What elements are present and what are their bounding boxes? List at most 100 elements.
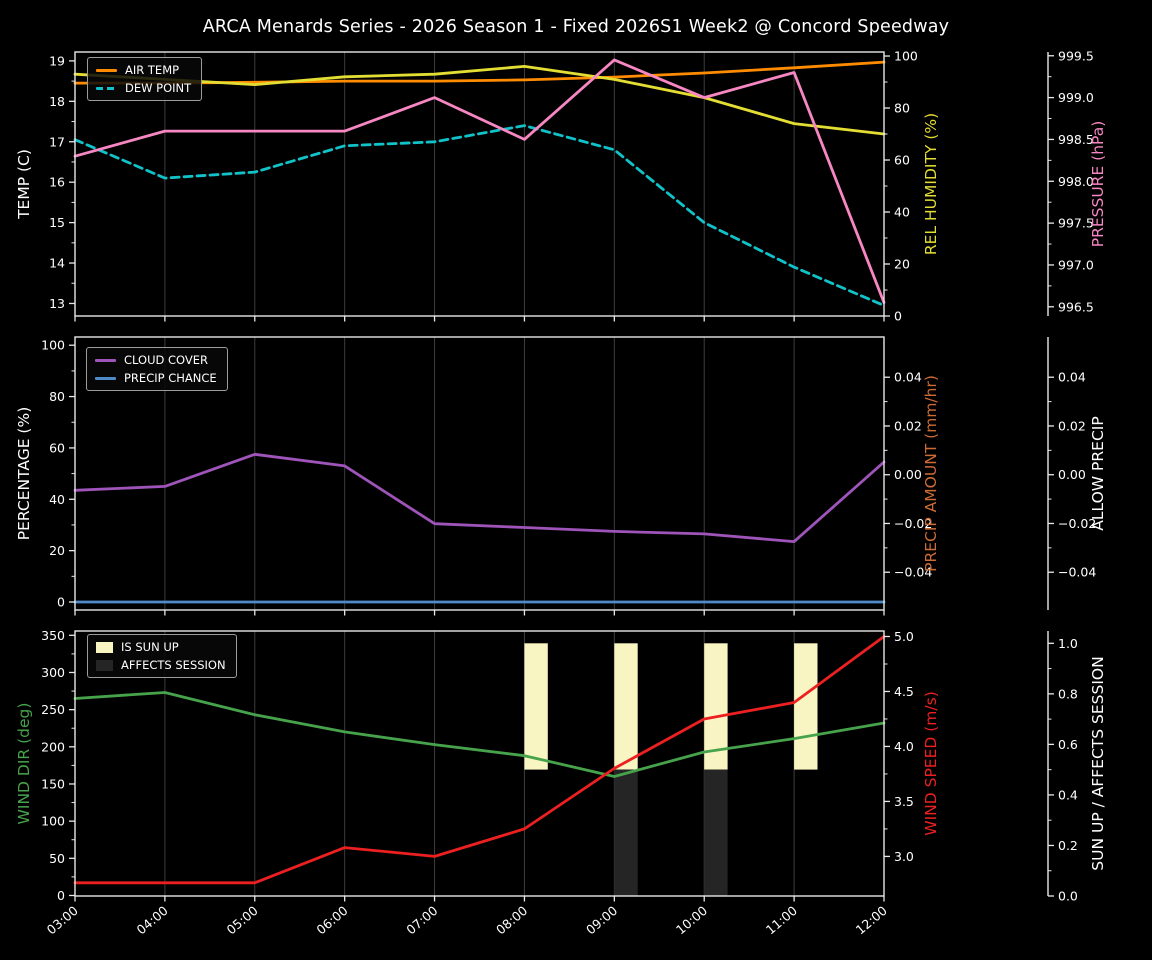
tick-label: 300 bbox=[41, 665, 65, 680]
x-tick-label: 07:00 bbox=[403, 903, 440, 938]
tick-label: 0 bbox=[894, 309, 902, 324]
tick-label: 5.0 bbox=[894, 629, 914, 644]
x-tick-label: 06:00 bbox=[313, 903, 350, 938]
plot-cloud-precip: 100 80 60 40 20 0 PERCENTAGE (%) 0.04 0.02 0.00 −0… bbox=[15, 336, 1107, 616]
tick-label: 350 bbox=[41, 628, 65, 643]
plot-temp-humidity-pressure: 19 18 17 16 15 14 13 TEMP (C) 100 80 60 40 20 0 REL HU… bbox=[15, 48, 1107, 323]
temp-c-axis-label: TEMP (C) bbox=[15, 149, 33, 220]
precip-amount-mm-hr-axis-label: PRECIP AMOUNT (mm/hr) bbox=[922, 375, 940, 572]
tick-label: 250 bbox=[41, 702, 65, 717]
tick-label: 0.00 bbox=[894, 467, 922, 482]
tick-label: 0.4 bbox=[1058, 787, 1078, 802]
tick-label: 996.5 bbox=[1058, 299, 1094, 314]
wind-speed-line bbox=[73, 635, 886, 885]
pressure-line bbox=[73, 58, 886, 305]
tick-label: 0.02 bbox=[894, 418, 922, 433]
legend-label-air-temp: AIR TEMP bbox=[125, 63, 180, 77]
legend-entry-air-temp: AIR TEMP bbox=[96, 63, 191, 77]
tick-label: 100 bbox=[41, 338, 65, 353]
tick-label: 0.04 bbox=[1058, 370, 1086, 385]
cloud-cover-line bbox=[73, 452, 886, 543]
wind-dir-deg-axis-label: WIND DIR (deg) bbox=[15, 703, 33, 825]
tick-label: −0.02 bbox=[1058, 516, 1096, 531]
tick-label: 0 bbox=[57, 888, 65, 903]
tick-label: 0.8 bbox=[1058, 686, 1078, 701]
x-tick-label: 10:00 bbox=[673, 903, 710, 938]
tick-label: 18 bbox=[49, 94, 65, 109]
affects-session-swatch bbox=[96, 659, 113, 671]
x-tick-label: 05:00 bbox=[223, 903, 260, 938]
wind-dir-deg-axis: 350 300 250 200 150 100 50 0 WIND DIR (deg) bbox=[15, 628, 75, 903]
tick-label: 999.0 bbox=[1058, 90, 1094, 105]
allow-precip-axis: 0.04 0.02 0.00 −0.02 −0.04 ALLOW PRECIP bbox=[1047, 337, 1107, 610]
tick-label: 80 bbox=[894, 101, 910, 116]
legend-label-is-sun-up: IS SUN UP bbox=[121, 640, 179, 654]
legend-label-dew-point: DEW POINT bbox=[125, 81, 192, 95]
tick-label: 100 bbox=[41, 814, 65, 829]
legend-label-precip-chance: PRECIP CHANCE bbox=[124, 371, 217, 385]
tick-label: 80 bbox=[49, 389, 65, 404]
tick-label: 200 bbox=[41, 739, 65, 754]
tick-label: 40 bbox=[894, 205, 910, 220]
tick-label: −0.02 bbox=[894, 516, 932, 531]
sun-up-affects-session-axis-label: SUN UP / AFFECTS SESSION bbox=[1089, 656, 1107, 870]
tick-label: 150 bbox=[41, 776, 65, 791]
tick-label: 100 bbox=[894, 49, 918, 64]
is-sun-up-bar bbox=[614, 643, 638, 770]
dew-point-line bbox=[73, 124, 886, 307]
sun-up-affects-session-axis: 1.0 0.8 0.6 0.4 0.2 0.0 SUN UP / AFFECTS SESSI… bbox=[1047, 631, 1107, 904]
legend-entry-is-sun-up: IS SUN UP bbox=[96, 640, 226, 654]
precip-chance-swatch bbox=[95, 376, 116, 380]
allow-precip-axis-label: ALLOW PRECIP bbox=[1089, 416, 1107, 530]
wind-speed-m-s-axis-label: WIND SPEED (m/s) bbox=[922, 691, 940, 835]
tick-label: 999.5 bbox=[1058, 48, 1094, 63]
tick-label: 998.5 bbox=[1058, 132, 1094, 147]
tick-label: 3.0 bbox=[894, 849, 914, 864]
legend-cloud-plot: CLOUD COVER PRECIP CHANCE bbox=[86, 347, 228, 391]
tick-label: 0.04 bbox=[894, 370, 922, 385]
percentage-axis: 100 80 60 40 20 0 PERCENTAGE (%) bbox=[15, 338, 75, 609]
x-tick-label: 04:00 bbox=[134, 903, 171, 938]
tick-label: 0.6 bbox=[1058, 737, 1078, 752]
cloud-cover-swatch bbox=[95, 358, 116, 362]
pressure-hpa-axis-label: PRESSURE (hPa) bbox=[1089, 121, 1107, 248]
tick-label: 997.5 bbox=[1058, 216, 1094, 231]
wind-speed-m-s-axis: 5.0 4.5 4.0 3.5 3.0 WIND SPEED (m/s) bbox=[884, 629, 940, 864]
tick-label: 3.5 bbox=[894, 794, 914, 809]
tick-label: −0.04 bbox=[894, 565, 932, 580]
tick-label: 16 bbox=[49, 175, 65, 190]
is-sun-up-bar bbox=[794, 643, 818, 770]
is-sun-up-swatch bbox=[96, 641, 113, 653]
pressure-hpa-axis: 999.5 999.0 998.5 998.0 997.5 997.0 996.5 PRESS… bbox=[1047, 48, 1107, 316]
tick-label: 40 bbox=[49, 492, 65, 507]
affects-session-bar bbox=[614, 769, 638, 896]
affects-session-bar bbox=[704, 769, 728, 896]
tick-label: 50 bbox=[49, 851, 65, 866]
tick-label: 4.0 bbox=[894, 739, 914, 754]
x-tick-label: 08:00 bbox=[493, 903, 530, 938]
wind-dir-line bbox=[73, 691, 886, 778]
tick-label: 0.2 bbox=[1058, 838, 1078, 853]
legend-entry-cloud-cover: CLOUD COVER bbox=[95, 353, 217, 367]
legend-entry-affects-session: AFFECTS SESSION bbox=[96, 658, 226, 672]
percentage-axis-label: PERCENTAGE (%) bbox=[15, 407, 33, 541]
x-tick-label: 03:00 bbox=[44, 903, 81, 938]
is-sun-up-bar bbox=[704, 643, 728, 770]
tick-label: 0.0 bbox=[1058, 889, 1078, 904]
figure-title: ARCA Menards Series - 2026 Season 1 - Fi… bbox=[202, 17, 950, 37]
tick-label: 15 bbox=[49, 215, 65, 230]
x-tick-label: 11:00 bbox=[763, 903, 800, 938]
tick-label: 998.0 bbox=[1058, 174, 1094, 189]
air-temp-swatch bbox=[96, 68, 117, 72]
legend-label-cloud-cover: CLOUD COVER bbox=[124, 353, 209, 367]
tick-label: 14 bbox=[49, 256, 65, 271]
x-tick-label: 09:00 bbox=[583, 903, 620, 938]
legend-entry-dew-point: DEW POINT bbox=[96, 81, 191, 95]
tick-label: 60 bbox=[894, 153, 910, 168]
rel-humidity-line bbox=[73, 65, 886, 136]
legend-wind-plot: IS SUN UP AFFECTS SESSION bbox=[87, 634, 237, 678]
rel-humidity-axis: 100 80 60 40 20 0 REL HUMIDITY (%) bbox=[884, 49, 940, 324]
is-sun-up-bar bbox=[524, 643, 548, 770]
